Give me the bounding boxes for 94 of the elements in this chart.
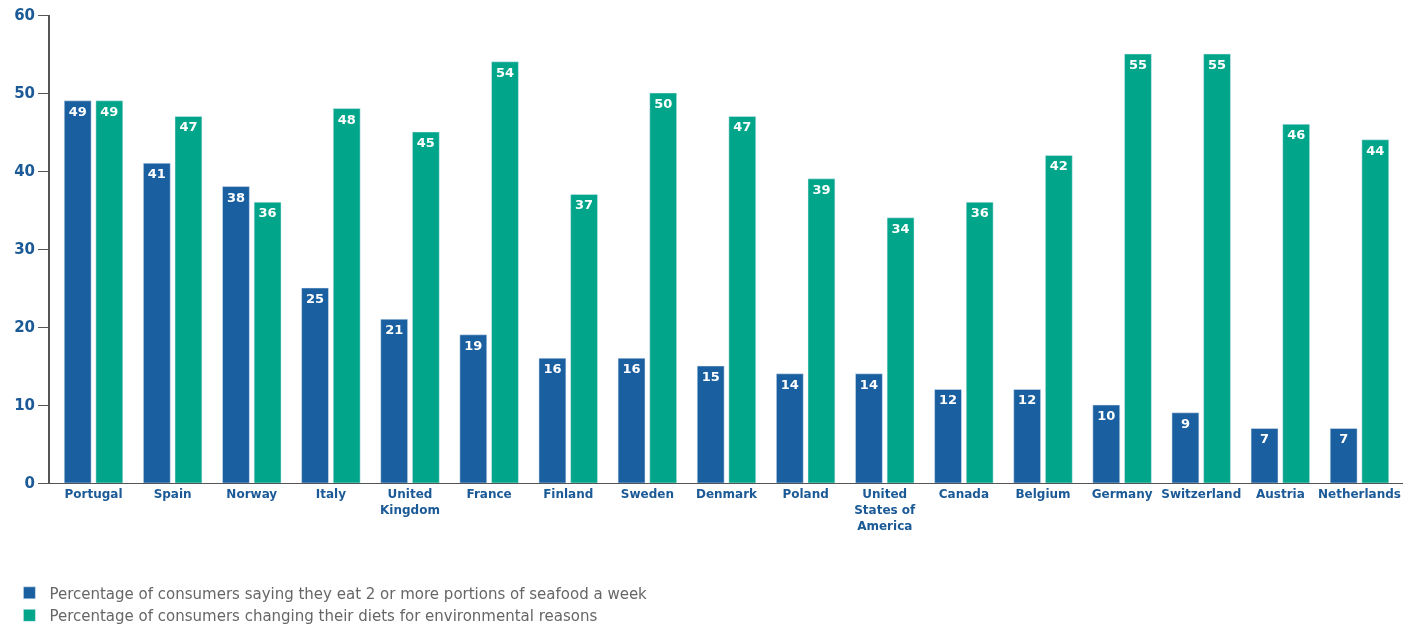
x-tick-label: Spain: [153, 487, 192, 502]
bar: [728, 116, 757, 483]
data-label: 47: [733, 119, 752, 135]
bar: [301, 287, 329, 483]
data-label: 12: [1018, 392, 1037, 408]
data-label: 55: [1208, 57, 1227, 72]
x-tick-label: Denmark: [695, 487, 759, 502]
data-label: 9: [1180, 415, 1190, 431]
bar: [95, 100, 124, 483]
data-label: 14: [859, 376, 878, 392]
data-label: 36: [258, 205, 277, 221]
data-label: 46: [1287, 127, 1306, 143]
data-label: 37: [575, 197, 594, 213]
data-label: 49: [100, 103, 119, 119]
data-label: 16: [622, 361, 641, 377]
data-label: 19: [464, 337, 483, 353]
data-label: 36: [970, 205, 989, 221]
legend-label: Percentage of consumers changing their diets for environmental reasons: [49, 607, 598, 626]
data-label: 44: [1366, 142, 1385, 158]
data-label: 16: [543, 361, 562, 377]
bar: [459, 334, 488, 483]
y-tick-label: 30: [14, 240, 35, 259]
x-tick-label: France: [466, 487, 512, 502]
bar: [965, 201, 994, 483]
y-tick-label: 10: [14, 396, 35, 415]
bar: [807, 178, 836, 483]
x-tick-label: Norway: [226, 487, 278, 502]
bar: [1329, 428, 1358, 483]
x-tick-label: Portugal: [64, 487, 123, 502]
data-label: 41: [147, 166, 166, 182]
bar: [776, 373, 804, 483]
bar: [253, 201, 282, 483]
y-tick-label: 50: [14, 84, 35, 103]
bar: [491, 61, 519, 483]
data-label: 45: [416, 135, 435, 150]
data-label: 49: [68, 103, 87, 119]
data-label: 54: [495, 64, 515, 80]
bar: [1124, 53, 1152, 483]
x-tick-label: Italy: [315, 487, 347, 502]
bar: [63, 100, 92, 483]
bar: [1282, 123, 1310, 483]
data-label: 7: [1260, 431, 1270, 447]
bar: [222, 186, 250, 483]
bar: [570, 194, 598, 483]
y-tick-label: 0: [24, 474, 35, 493]
bar: [1045, 155, 1073, 483]
data-label: 39: [812, 181, 831, 197]
x-tick-label: Belgium: [1015, 487, 1071, 502]
bar: [1361, 139, 1390, 483]
bar: [143, 162, 171, 483]
bar: [412, 131, 440, 483]
x-tick-label: Switzerland: [1161, 487, 1242, 502]
bar: [333, 108, 361, 483]
y-tick-label: 20: [14, 318, 35, 337]
data-label: 10: [1097, 408, 1116, 423]
bar: [649, 92, 677, 483]
bar: [174, 116, 203, 483]
x-tick-label: Canada: [938, 487, 989, 502]
bar: [1171, 412, 1200, 483]
bar: [934, 389, 962, 483]
x-tick-label: Austria: [1255, 487, 1305, 502]
data-label: 14: [780, 376, 799, 392]
x-tick-label: United States of America: [854, 487, 917, 533]
x-tick-label: United Kingdom: [380, 487, 440, 517]
bar: [886, 217, 915, 483]
data-label: 48: [337, 111, 356, 127]
y-tick-label: 60: [14, 6, 35, 25]
bar: [617, 357, 646, 483]
x-tick-label: Germany: [1091, 487, 1153, 502]
x-tick-label: Poland: [782, 487, 829, 502]
bar: [696, 365, 725, 483]
bar: [538, 357, 567, 483]
bar: [1013, 389, 1041, 483]
data-label: 12: [938, 392, 958, 408]
data-label: 25: [306, 291, 325, 306]
x-tick-label: Finland: [543, 487, 594, 502]
bar: [1092, 404, 1120, 483]
bar: [380, 318, 408, 483]
data-label: 15: [701, 369, 720, 384]
data-label: 50: [654, 96, 673, 111]
x-tick-label: Sweden: [620, 487, 674, 502]
y-tick-label: 40: [14, 162, 35, 181]
data-label: 38: [226, 189, 245, 205]
bar: [855, 373, 883, 483]
data-label: 55: [1128, 57, 1147, 72]
data-label: 21: [385, 322, 404, 338]
x-tick-label: Netherlands: [1317, 487, 1401, 502]
data-label: 7: [1339, 431, 1349, 447]
data-label: 42: [1049, 158, 1068, 174]
bar: [1250, 428, 1279, 483]
legend-label: Percentage of consumers saying they eat 2 or more portions of seafood a week: [49, 584, 648, 603]
bar: [1203, 53, 1231, 483]
data-label: 47: [179, 119, 198, 135]
data-label: 34: [891, 220, 910, 236]
